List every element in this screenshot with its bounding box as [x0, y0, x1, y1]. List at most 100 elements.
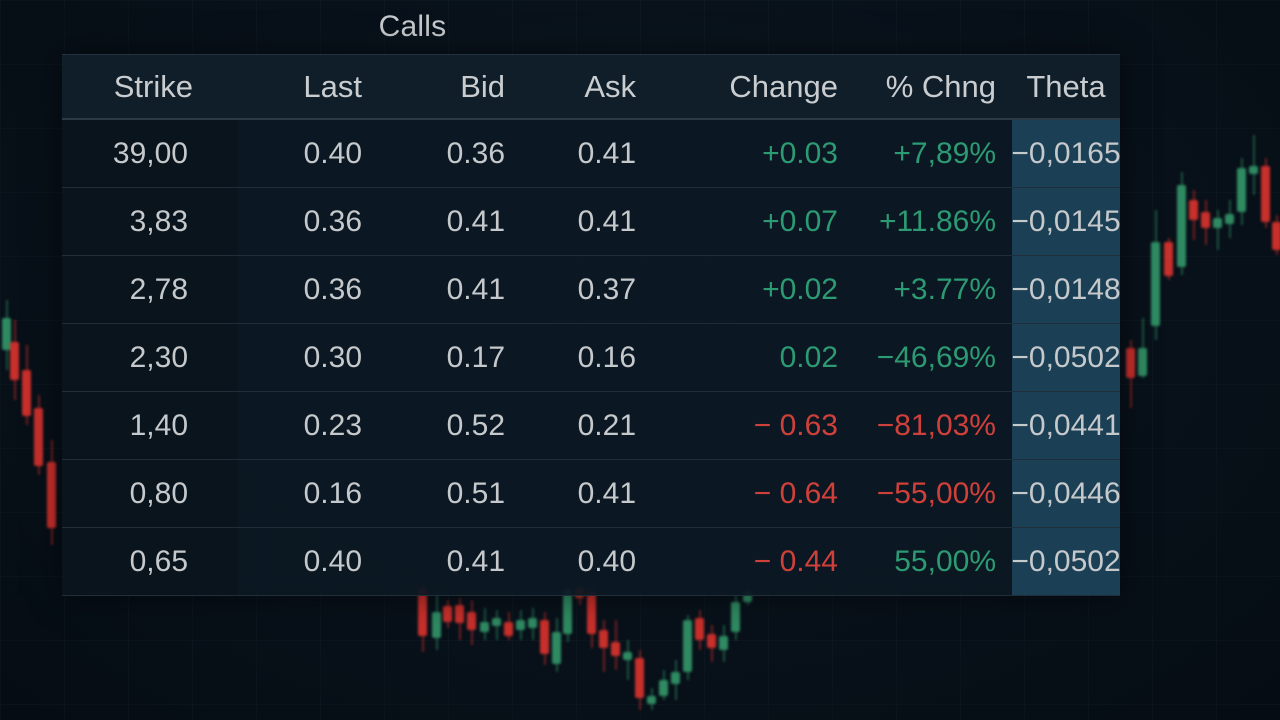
cell-last: 0.30	[303, 340, 362, 374]
candlestick-down	[611, 620, 620, 670]
candlestick-wick	[1204, 200, 1207, 245]
candlestick-wick	[543, 612, 546, 665]
cell-pct-change: +11.86%	[878, 204, 996, 238]
candlestick-down	[1261, 158, 1270, 228]
cell-strike: 0,80	[62, 460, 238, 527]
candlestick-up	[492, 610, 501, 640]
candlestick-wick	[1216, 210, 1219, 250]
candlestick-wick	[1264, 158, 1267, 228]
candlestick-wick	[722, 625, 725, 662]
cell-pct-change: +7,89%	[893, 136, 996, 170]
header-change[interactable]: Change	[729, 68, 838, 104]
candlestick-wick	[626, 640, 629, 680]
table-row[interactable]: 2,78 0.36 0.41 0.37 +0.02 +3.77% −0,0148	[62, 256, 1121, 324]
cell-theta: −0,0145	[1011, 188, 1121, 255]
candlestick-down	[707, 625, 716, 662]
candlestick-wick	[1240, 158, 1243, 225]
candlestick-up	[1138, 318, 1147, 378]
candlestick-wick	[638, 650, 641, 710]
candlestick-wick	[1252, 135, 1255, 195]
cell-change: +0.03	[762, 136, 838, 170]
table-row[interactable]: 1,40 0.23 0.52 0.21 − 0.63 −81,03% −0,04…	[62, 392, 1121, 460]
candlestick-down	[1272, 215, 1280, 255]
table-row[interactable]: 2,30 0.30 0.17 0.16 0.02 −46,69% −0,0502	[62, 324, 1121, 392]
cell-last: 0.40	[303, 136, 362, 170]
cell-strike: 2,30	[62, 324, 238, 391]
candlestick-up	[671, 660, 680, 700]
cell-last: 0.36	[303, 204, 362, 238]
cell-last: 0.23	[303, 408, 362, 442]
cell-bid: 0.41	[446, 544, 505, 578]
candlestick-up	[480, 608, 489, 640]
cell-strike: 0,65	[62, 528, 238, 595]
candlestick-down	[587, 588, 596, 648]
candlestick-wick	[470, 600, 473, 645]
table-row[interactable]: 3,83 0.36 0.41 0.41 +0.07 +11.86% −0,014…	[62, 188, 1121, 256]
candlestick-up	[516, 610, 525, 640]
cell-theta: −0,0148	[1011, 256, 1121, 323]
cell-theta: −0,0441	[1011, 392, 1121, 459]
cell-theta: −0,0446	[1011, 460, 1121, 527]
candlestick-up	[1151, 210, 1160, 340]
cell-theta: −0,0502	[1011, 528, 1121, 595]
candlestick-up	[1237, 158, 1246, 225]
table-row[interactable]: 39,00 0.40 0.36 0.41 +0.03 +7,89% −0,016…	[62, 120, 1121, 188]
candlestick-wick	[1129, 340, 1132, 408]
cell-bid: 0.52	[446, 408, 505, 442]
cell-ask: 0.41	[577, 136, 636, 170]
candlestick-up	[623, 640, 632, 680]
header-pct-change[interactable]: % Chng	[885, 68, 996, 104]
cell-bid: 0.17	[446, 340, 505, 374]
cell-last: 0.16	[303, 476, 362, 510]
candlestick-wick	[1141, 318, 1144, 378]
candlestick-wick	[25, 345, 28, 425]
candlestick-down	[599, 620, 608, 672]
cell-pct-change: −55,00%	[876, 476, 996, 510]
cell-ask: 0.41	[577, 204, 636, 238]
candlestick-wick	[1180, 172, 1183, 275]
candlestick-wick	[602, 620, 605, 672]
cell-change: 0.02	[779, 340, 838, 374]
candlestick-down	[467, 600, 476, 645]
cell-strike: 39,00	[62, 120, 238, 187]
candlestick-up	[552, 618, 561, 672]
candlestick-wick	[50, 440, 53, 545]
candlestick-down	[443, 600, 452, 628]
header-theta[interactable]: Theta	[1026, 68, 1106, 104]
cell-pct-change: −46,69%	[876, 340, 996, 374]
candlestick-wick	[698, 610, 701, 650]
cell-ask: 0.16	[577, 340, 636, 374]
candlestick-wick	[458, 598, 461, 640]
candlestick-up	[719, 625, 728, 662]
candlestick-wick	[13, 320, 16, 400]
cell-ask: 0.37	[577, 272, 636, 306]
candlestick-down	[22, 345, 31, 425]
header-bid[interactable]: Bid	[460, 68, 505, 104]
cell-change: − 0.64	[753, 476, 838, 510]
cell-ask: 0.21	[577, 408, 636, 442]
candlestick-up	[432, 590, 441, 650]
table-row[interactable]: 0,65 0.40 0.41 0.40 − 0.44 55,00% −0,050…	[62, 528, 1121, 596]
candlestick-up	[563, 585, 572, 642]
candlestick-wick	[435, 590, 438, 650]
candlestick-down	[1126, 340, 1135, 408]
cell-bid: 0.41	[446, 204, 505, 238]
candlestick-down	[540, 612, 549, 665]
table-row[interactable]: 0,80 0.16 0.51 0.41 − 0.64 −55,00% −0,04…	[62, 460, 1121, 528]
cell-strike: 3,83	[62, 188, 238, 255]
table-header-row: Strike Last Bid Ask Change % Chng Theta	[62, 55, 1120, 120]
candlestick-wick	[5, 300, 8, 370]
cell-strike: 2,78	[62, 256, 238, 323]
candlestick-up	[2, 300, 11, 370]
header-last[interactable]: Last	[303, 68, 362, 104]
candlestick-wick	[37, 395, 40, 475]
candlestick-wick	[686, 615, 689, 680]
candlestick-down	[34, 395, 43, 475]
header-strike[interactable]: Strike	[113, 68, 193, 104]
candlestick-down	[504, 612, 513, 640]
candlestick-down	[47, 440, 56, 545]
cell-strike: 1,40	[62, 392, 238, 459]
header-ask[interactable]: Ask	[584, 68, 636, 104]
cell-theta: −0,0165	[1011, 120, 1121, 187]
candlestick-wick	[1154, 210, 1157, 340]
